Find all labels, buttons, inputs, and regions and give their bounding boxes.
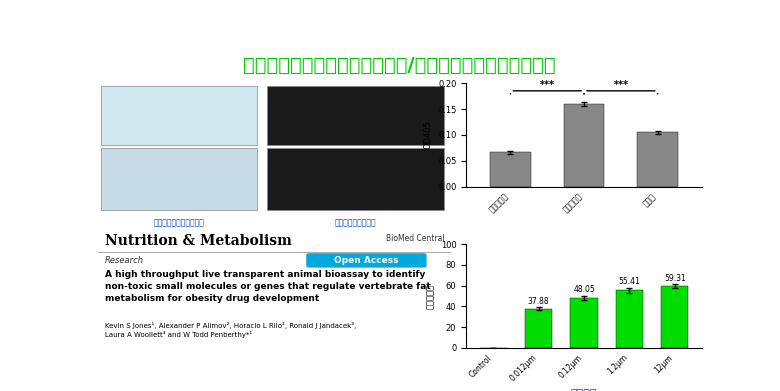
Bar bbox=[490, 152, 530, 187]
Bar bbox=[637, 133, 678, 187]
Text: 55.41: 55.41 bbox=[619, 277, 640, 286]
Bar bbox=[570, 298, 597, 348]
Text: Open Access: Open Access bbox=[334, 256, 399, 265]
Text: 斑马鱼脂质代谢模型: 斑马鱼脂质代谢模型 bbox=[335, 218, 377, 227]
Text: Nutrition & Metabolism: Nutrition & Metabolism bbox=[105, 234, 292, 248]
Text: Research: Research bbox=[105, 256, 144, 265]
X-axis label: 奥利司他: 奥利司他 bbox=[571, 389, 597, 391]
Text: Kevin S Jones¹, Alexander P Alimov², Horacio L Rilo², Ronald J Jandacek³,
Laura : Kevin S Jones¹, Alexander P Alimov², Hor… bbox=[105, 321, 356, 338]
Text: ***: *** bbox=[613, 80, 629, 90]
Text: 48.05: 48.05 bbox=[573, 285, 595, 294]
Bar bbox=[525, 308, 552, 348]
Text: BioMed Central: BioMed Central bbox=[385, 234, 445, 243]
Y-axis label: OD405: OD405 bbox=[424, 120, 432, 149]
Bar bbox=[661, 286, 689, 348]
Bar bbox=[615, 291, 643, 348]
Bar bbox=[564, 104, 604, 187]
Bar bbox=[101, 148, 257, 210]
Bar bbox=[101, 86, 257, 145]
Bar bbox=[268, 148, 445, 210]
Text: 59.31: 59.31 bbox=[664, 274, 686, 283]
Text: A high throughput live transparent animal bioassay to identify
non-toxic small m: A high throughput live transparent anima… bbox=[105, 270, 431, 303]
Text: 代餐，食欲，轻泻，抑脂（活性/吸收）、燃脂、基础代谢率: 代餐，食欲，轻泻，抑脂（活性/吸收）、燃脂、基础代谢率 bbox=[243, 56, 556, 74]
Text: ***: *** bbox=[540, 80, 555, 90]
Y-axis label: 脂肪酶活性: 脂肪酶活性 bbox=[426, 283, 435, 308]
Text: 37.88: 37.88 bbox=[528, 296, 549, 305]
Text: 斑马鱼脂肪防酶检测模型: 斑马鱼脂肪防酶检测模型 bbox=[558, 251, 609, 260]
Bar bbox=[268, 86, 445, 145]
Text: 斑马鱼脂肪吸收抑制模型: 斑马鱼脂肪吸收抑制模型 bbox=[154, 218, 204, 227]
FancyBboxPatch shape bbox=[307, 253, 427, 267]
